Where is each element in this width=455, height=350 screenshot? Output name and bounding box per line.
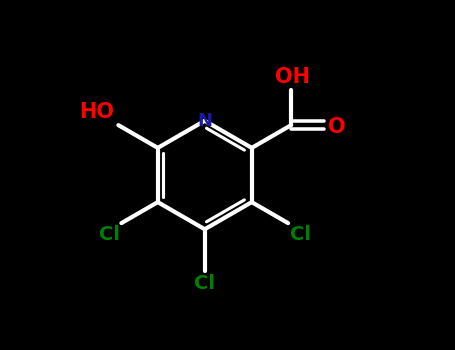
Text: O: O bbox=[328, 117, 345, 137]
Text: OH: OH bbox=[275, 67, 310, 88]
Text: N: N bbox=[197, 112, 212, 130]
Text: Cl: Cl bbox=[99, 225, 120, 244]
Text: Cl: Cl bbox=[290, 225, 311, 244]
Text: Cl: Cl bbox=[194, 274, 215, 293]
Text: HO: HO bbox=[79, 102, 114, 122]
